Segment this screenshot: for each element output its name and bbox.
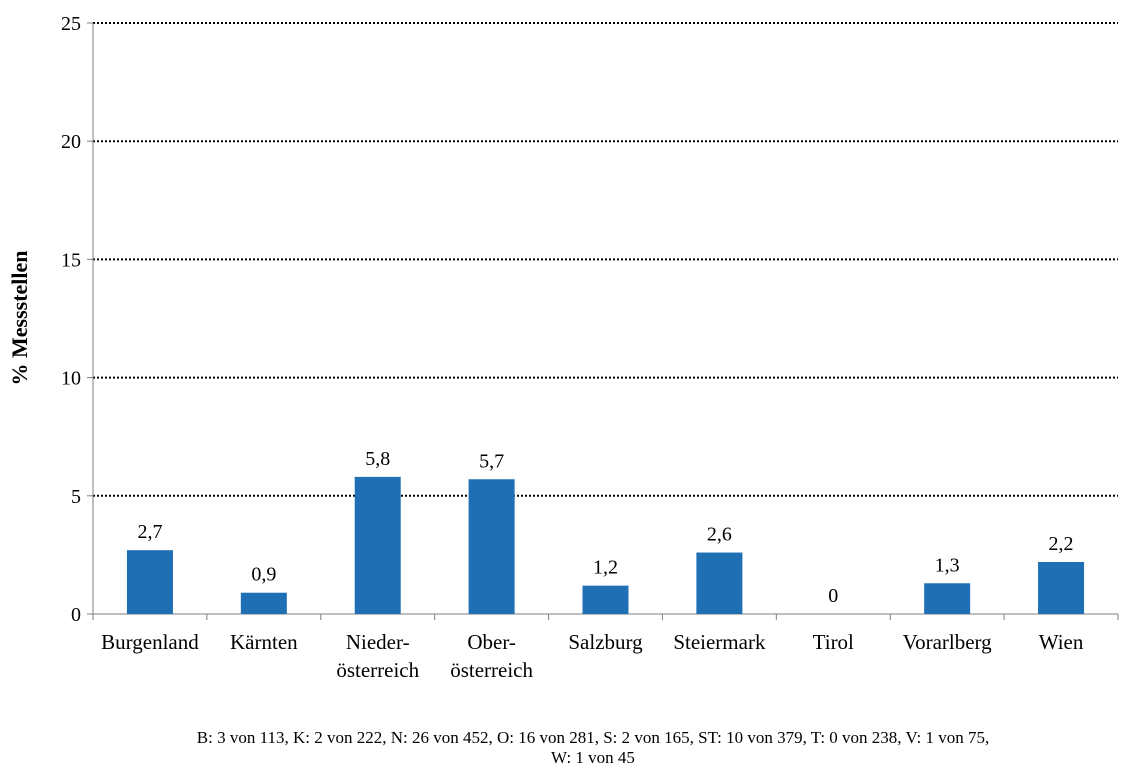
y-tick-labels: 0 5 10 15 20 25 xyxy=(61,13,81,626)
x-tick-label: Burgenland xyxy=(101,630,199,654)
bar xyxy=(240,592,287,614)
footnote-line-2: W: 1 von 45 xyxy=(551,748,635,767)
bar xyxy=(582,585,629,614)
y-tick-label: 0 xyxy=(71,604,81,626)
bar xyxy=(126,550,173,614)
data-label: 1,2 xyxy=(593,557,618,579)
data-label: 2,7 xyxy=(137,521,162,543)
x-tick-label: Vorarlberg xyxy=(903,630,993,654)
data-label: 0,9 xyxy=(251,564,276,586)
data-label: 2,2 xyxy=(1049,533,1074,555)
bar xyxy=(696,552,743,614)
bar xyxy=(468,479,515,614)
data-label: 0 xyxy=(828,585,838,607)
bar xyxy=(1038,561,1085,614)
data-label: 1,3 xyxy=(935,554,960,576)
data-label: 5,7 xyxy=(479,450,504,472)
bar xyxy=(924,583,971,614)
x-tick-label: österreich xyxy=(336,658,419,682)
bar xyxy=(354,476,401,614)
x-tick-label: Kärnten xyxy=(230,630,298,654)
bars xyxy=(126,476,1085,614)
y-axis-title: % Messstellen xyxy=(7,250,32,385)
gridlines xyxy=(93,22,1118,497)
x-tick-label: Wien xyxy=(1039,630,1084,654)
footnote-line-1: B: 3 von 113, K: 2 von 222, N: 26 von 45… xyxy=(196,728,990,747)
x-tick-label: Ober- xyxy=(467,630,516,654)
y-tick-label: 20 xyxy=(61,131,81,153)
x-tick-label: Steiermark xyxy=(673,630,766,654)
data-label: 2,6 xyxy=(707,524,732,546)
x-tick-label: österreich xyxy=(450,658,533,682)
y-tick-label: 25 xyxy=(61,13,81,35)
x-tick-label: Salzburg xyxy=(568,630,643,654)
axes xyxy=(87,22,1119,620)
y-tick-label: 5 xyxy=(71,486,81,508)
y-tick-label: 10 xyxy=(61,368,81,390)
data-labels: 2,7 0,9 5,8 5,7 1,2 2,6 0 1,3 2,2 xyxy=(137,448,1073,607)
x-tick-labels: Burgenland Kärnten Nieder-österreich Ober-ö… xyxy=(101,630,1084,682)
x-tick-label: Tirol xyxy=(813,630,854,654)
y-tick-label: 15 xyxy=(61,249,81,271)
data-label: 5,8 xyxy=(365,448,390,470)
x-tick-label: Nieder- xyxy=(346,630,410,654)
